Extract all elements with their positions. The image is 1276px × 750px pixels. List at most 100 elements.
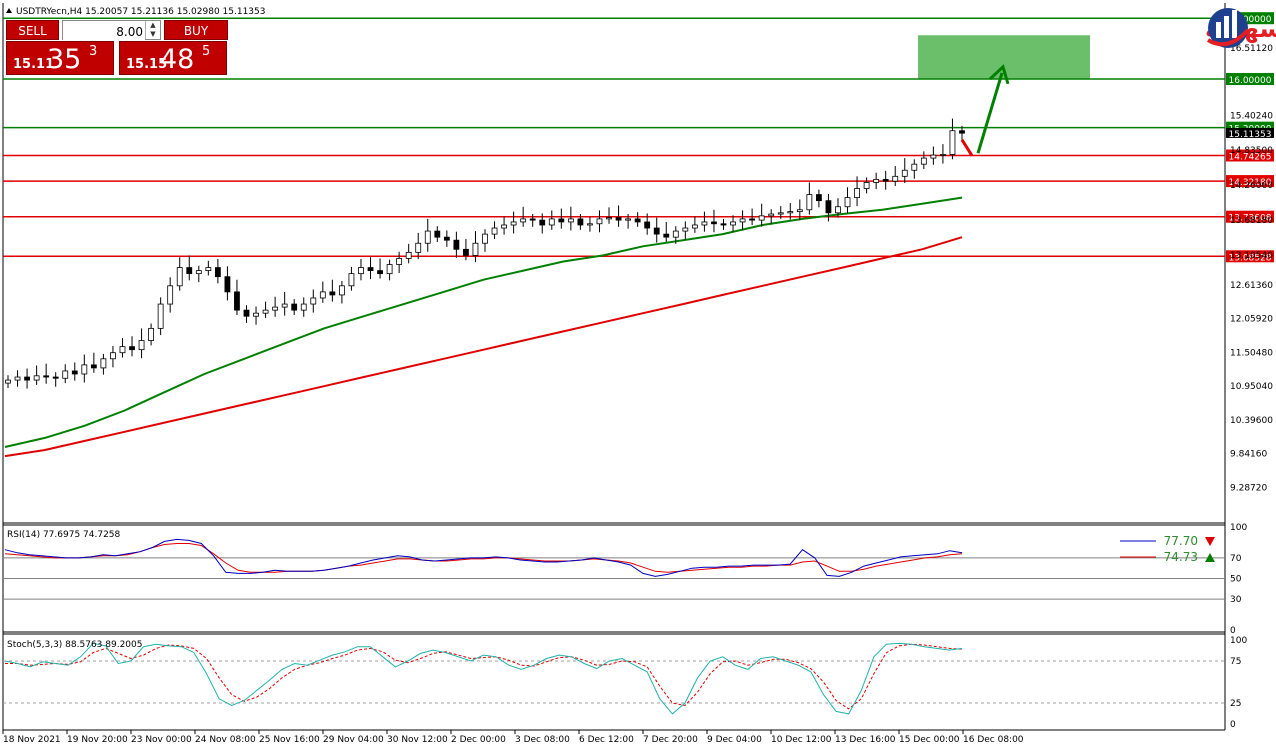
candle-body bbox=[577, 218, 584, 226]
candle-body bbox=[806, 194, 813, 211]
x-tick-label: 18 Nov 2021 bbox=[3, 735, 61, 745]
candle-body bbox=[377, 270, 383, 275]
candle-body bbox=[863, 182, 870, 189]
sell-quote[interactable]: 15.11 35 3 bbox=[6, 41, 114, 75]
rsi-legend-value: 74.73 bbox=[1164, 550, 1198, 564]
candle-body bbox=[711, 221, 717, 225]
candle-body bbox=[205, 267, 212, 272]
candle-body bbox=[415, 242, 422, 253]
candle-body bbox=[272, 306, 279, 311]
candle-body bbox=[396, 258, 403, 265]
candle-body bbox=[548, 218, 555, 226]
ma-slow-line bbox=[4, 236, 963, 458]
candle-body bbox=[338, 285, 345, 296]
current-price-label: 15.11353 bbox=[1229, 130, 1272, 140]
candle-body bbox=[253, 312, 259, 317]
candle-body bbox=[587, 223, 593, 226]
y-tick-label: 11.50480 bbox=[1230, 348, 1273, 358]
buy-button[interactable]: BUY bbox=[164, 20, 228, 40]
sell-quote-fraction: 3 bbox=[89, 44, 98, 59]
y-tick-label: 9.28720 bbox=[1230, 483, 1267, 493]
x-tick-label: 30 Nov 12:00 bbox=[387, 735, 448, 745]
x-tick-label: 23 Nov 00:00 bbox=[131, 735, 192, 745]
candle-body bbox=[816, 194, 822, 202]
candle-body bbox=[882, 178, 889, 182]
level-label-box bbox=[1226, 210, 1274, 223]
spin-down-icon[interactable]: ▼ bbox=[150, 30, 156, 38]
level-label-box bbox=[1226, 250, 1274, 263]
candle-body bbox=[558, 218, 565, 223]
candle-body bbox=[940, 154, 946, 156]
candle-body bbox=[291, 303, 298, 311]
candle-body bbox=[892, 175, 899, 182]
candle-body bbox=[100, 358, 107, 369]
candle-body bbox=[691, 224, 698, 229]
y-tick-label: 16.51120 bbox=[1230, 44, 1273, 54]
candle-body bbox=[720, 223, 727, 226]
stochastic-panel: 100 75 25 0 bbox=[3, 636, 1247, 730]
candle-body bbox=[224, 276, 231, 293]
candle-body bbox=[787, 211, 794, 214]
rsi-y-tick: 70 bbox=[1230, 554, 1242, 564]
buy-quote[interactable]: 15.15 48 5 bbox=[119, 41, 227, 75]
candle-body bbox=[300, 303, 307, 311]
x-tick-label: 13 Dec 16:00 bbox=[835, 735, 896, 745]
x-tick-label: 6 Dec 12:00 bbox=[579, 735, 634, 745]
candle-body bbox=[71, 370, 78, 375]
candle-body bbox=[157, 303, 164, 329]
rsi-signal-line bbox=[4, 543, 963, 573]
chart-title: USDTRYecn,H4 15.20057 15.21136 15.02980 … bbox=[16, 7, 265, 17]
candle-body bbox=[367, 267, 374, 272]
candle-body bbox=[138, 340, 145, 351]
x-tick-label: 9 Dec 04:00 bbox=[707, 735, 762, 745]
collapse-triangle-icon[interactable] bbox=[6, 8, 12, 13]
x-tick-label: 19 Nov 20:00 bbox=[67, 735, 128, 745]
stoch-signal-line bbox=[5, 643, 963, 710]
y-tick-label: 13.68180 bbox=[1230, 216, 1273, 226]
y-tick-label: 14.83500 bbox=[1230, 146, 1273, 156]
target-arrow-line bbox=[976, 72, 1004, 154]
lots-input[interactable] bbox=[63, 23, 145, 41]
candle-body bbox=[701, 221, 708, 226]
candle-body bbox=[176, 267, 183, 287]
candle-body bbox=[567, 218, 574, 223]
candle-body bbox=[606, 217, 612, 220]
stoch-y-tick: 0 bbox=[1230, 720, 1236, 730]
stoch-title: Stoch(5,3,3) 88.5763 89.2005 bbox=[7, 640, 142, 650]
candle-body bbox=[329, 291, 336, 296]
candle-body bbox=[501, 224, 507, 229]
level-label-box bbox=[1226, 12, 1274, 25]
spin-up-icon[interactable]: ▲ bbox=[150, 21, 156, 29]
lots-field[interactable]: ▲▼ bbox=[62, 20, 161, 41]
arrow-up-icon bbox=[1205, 553, 1215, 562]
rsi-y-tick: 30 bbox=[1230, 595, 1242, 605]
candle-body bbox=[119, 346, 126, 354]
candle-body bbox=[90, 364, 97, 369]
x-tick-label: 7 Dec 20:00 bbox=[643, 735, 698, 745]
x-tick-label: 29 Nov 04:00 bbox=[323, 735, 384, 745]
target-arrow-head-icon bbox=[988, 64, 1010, 85]
candle-body bbox=[43, 375, 50, 378]
candle-body bbox=[453, 239, 460, 250]
level-label: 14.74265 bbox=[1229, 152, 1272, 162]
lots-spinner[interactable]: ▲ ▼ bbox=[145, 21, 160, 39]
candle-body bbox=[482, 233, 488, 244]
stoch-y-tick: 100 bbox=[1230, 636, 1247, 646]
candle-body bbox=[854, 188, 860, 199]
candle-body bbox=[281, 303, 288, 308]
candle-body bbox=[615, 217, 622, 221]
candle-body bbox=[930, 154, 937, 159]
x-tick-label: 10 Dec 12:00 bbox=[771, 735, 832, 745]
candle-body bbox=[424, 230, 431, 244]
candle-body bbox=[24, 376, 30, 381]
y-tick-label: 12.05920 bbox=[1230, 315, 1273, 325]
logo-chart-icon bbox=[1206, 8, 1250, 48]
x-tick-label: 16 Dec 08:00 bbox=[963, 735, 1024, 745]
candle-body bbox=[873, 178, 880, 183]
candle-body bbox=[14, 376, 21, 381]
candle-body bbox=[129, 346, 135, 351]
candle-body bbox=[110, 352, 116, 360]
stoch-y-tick: 25 bbox=[1230, 699, 1241, 709]
sell-button[interactable]: SELL bbox=[6, 20, 59, 40]
